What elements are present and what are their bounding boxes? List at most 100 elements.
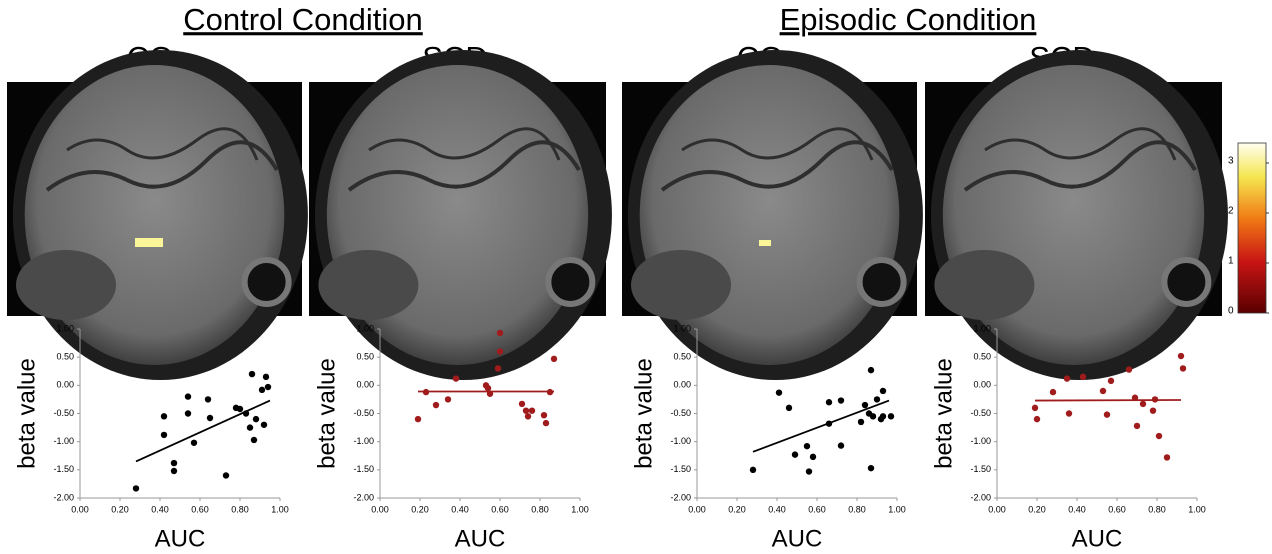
x-tick-label: 1.00: [571, 504, 589, 514]
point: [422, 388, 430, 396]
point: [546, 388, 554, 396]
y-axis-title: beta value: [930, 358, 957, 469]
x-tick-label: 0.60: [1108, 504, 1126, 514]
point: [1079, 373, 1087, 381]
point: [518, 400, 526, 408]
y-tick-label: 1.00: [673, 323, 691, 333]
y-tick-label: 1.00: [973, 323, 991, 333]
y-axis-title: beta value: [630, 358, 657, 469]
point: [132, 485, 140, 492]
point: [160, 431, 168, 439]
brain-fold: [984, 127, 1177, 161]
x-tick-label: 0.00: [371, 504, 389, 514]
point: [184, 410, 192, 417]
point: [184, 393, 192, 400]
point: [528, 407, 536, 414]
x-tick-label: 0.00: [71, 504, 89, 514]
y-tick-label: -0.50: [53, 408, 74, 418]
point: [262, 373, 270, 381]
point: [873, 396, 881, 403]
x-tick-label: 0.20: [111, 504, 129, 514]
point: [1151, 396, 1159, 403]
point: [484, 384, 492, 392]
point: [496, 329, 504, 337]
point: [486, 390, 494, 397]
y-tick-label: 1.00: [356, 323, 374, 333]
y-tick-label: -1.00: [970, 436, 991, 446]
x-tick-label: 0.40: [451, 504, 469, 514]
point: [252, 415, 260, 423]
point: [1149, 407, 1157, 414]
point: [805, 468, 813, 475]
y-tick-label: 0.00: [673, 380, 691, 390]
x-axis-title: AUC: [1072, 525, 1123, 552]
group-heading: Episodic Condition: [780, 2, 1037, 37]
point: [522, 407, 530, 414]
x-tick-label: 0.40: [768, 504, 786, 514]
x-tick-label: 1.00: [1188, 504, 1206, 514]
point: [1163, 454, 1171, 461]
point: [825, 420, 833, 427]
colorbar-tick-label: 3: [1228, 156, 1234, 167]
x-axis-title: AUC: [772, 525, 823, 552]
point: [749, 466, 757, 474]
colorbar: [1237, 142, 1267, 314]
point: [837, 442, 845, 449]
cerebellum: [631, 250, 731, 320]
x-tick-label: 0.60: [191, 504, 209, 514]
x-tick-label: 1.00: [271, 504, 289, 514]
brain-tissue: [24, 65, 285, 365]
point: [861, 401, 869, 409]
y-tick-label: 0.00: [56, 380, 74, 390]
point: [867, 366, 875, 374]
x-tick-label: 0.40: [1068, 504, 1086, 514]
point: [879, 387, 887, 395]
cerebellum: [934, 250, 1035, 320]
point: [258, 386, 266, 394]
colorbar-tick-label: 2: [1228, 206, 1234, 217]
x-tick-label: 0.20: [728, 504, 746, 514]
point: [432, 401, 440, 409]
x-tick-label: 0.00: [988, 504, 1006, 514]
eye: [856, 257, 907, 307]
point: [414, 415, 422, 423]
point: [1099, 387, 1107, 395]
point: [206, 414, 214, 422]
point: [1103, 411, 1111, 418]
point: [1139, 400, 1147, 408]
y-tick-label: -2.00: [670, 492, 691, 502]
x-tick-label: 0.20: [1028, 504, 1046, 514]
point: [170, 467, 178, 475]
point: [190, 439, 198, 446]
y-tick-label: -2.00: [53, 492, 74, 502]
x-tick-label: 0.60: [808, 504, 826, 514]
point: [879, 413, 887, 420]
brain-tissue: [326, 65, 589, 365]
y-axis-title: beta value: [13, 358, 40, 469]
point: [246, 424, 254, 431]
y-tick-label: -1.50: [353, 464, 374, 474]
point: [260, 421, 268, 428]
point: [785, 404, 793, 412]
cerebellum: [16, 250, 116, 320]
eye: [545, 257, 596, 307]
brain-tissue: [639, 65, 900, 365]
point: [809, 453, 817, 461]
group-heading: Control Condition: [183, 2, 423, 37]
fit-line: [752, 399, 890, 453]
y-tick-label: -0.50: [670, 408, 691, 418]
point: [160, 413, 168, 420]
y-tick-label: 0.50: [356, 352, 374, 362]
x-tick-label: 0.80: [531, 504, 549, 514]
point: [250, 436, 258, 444]
point: [236, 405, 244, 413]
point: [1125, 366, 1133, 373]
cerebellum: [318, 250, 419, 320]
colorbar-tick-label: 0: [1228, 306, 1234, 317]
x-tick-label: 0.80: [231, 504, 249, 514]
activation: [759, 240, 771, 246]
point: [242, 410, 250, 417]
point: [775, 389, 783, 396]
point: [444, 396, 452, 403]
